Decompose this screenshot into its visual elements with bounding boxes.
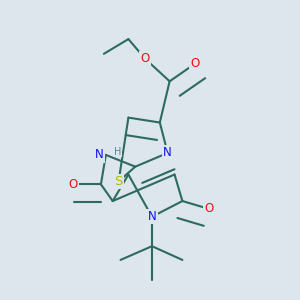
Text: N: N <box>95 148 104 161</box>
Text: N: N <box>148 210 156 223</box>
Text: N: N <box>163 146 172 159</box>
Text: O: O <box>69 178 78 191</box>
Text: O: O <box>140 52 150 65</box>
Text: H: H <box>114 147 121 157</box>
Text: S: S <box>114 175 123 188</box>
Text: O: O <box>204 202 214 215</box>
Text: O: O <box>190 57 200 70</box>
